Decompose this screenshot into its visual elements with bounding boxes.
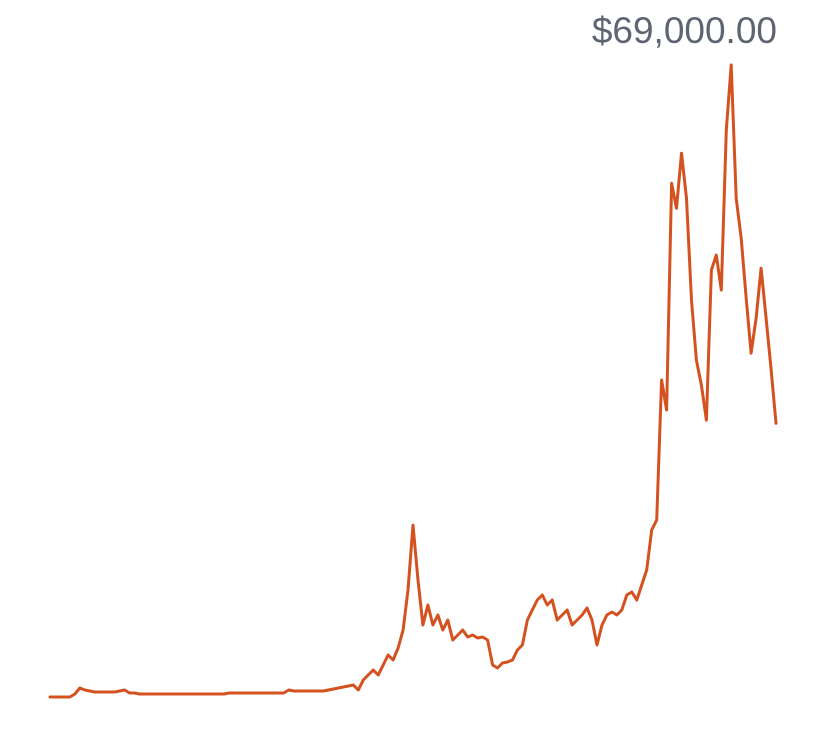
max-price-label: $69,000.00 [592, 10, 777, 51]
price-line [48, 63, 778, 699]
